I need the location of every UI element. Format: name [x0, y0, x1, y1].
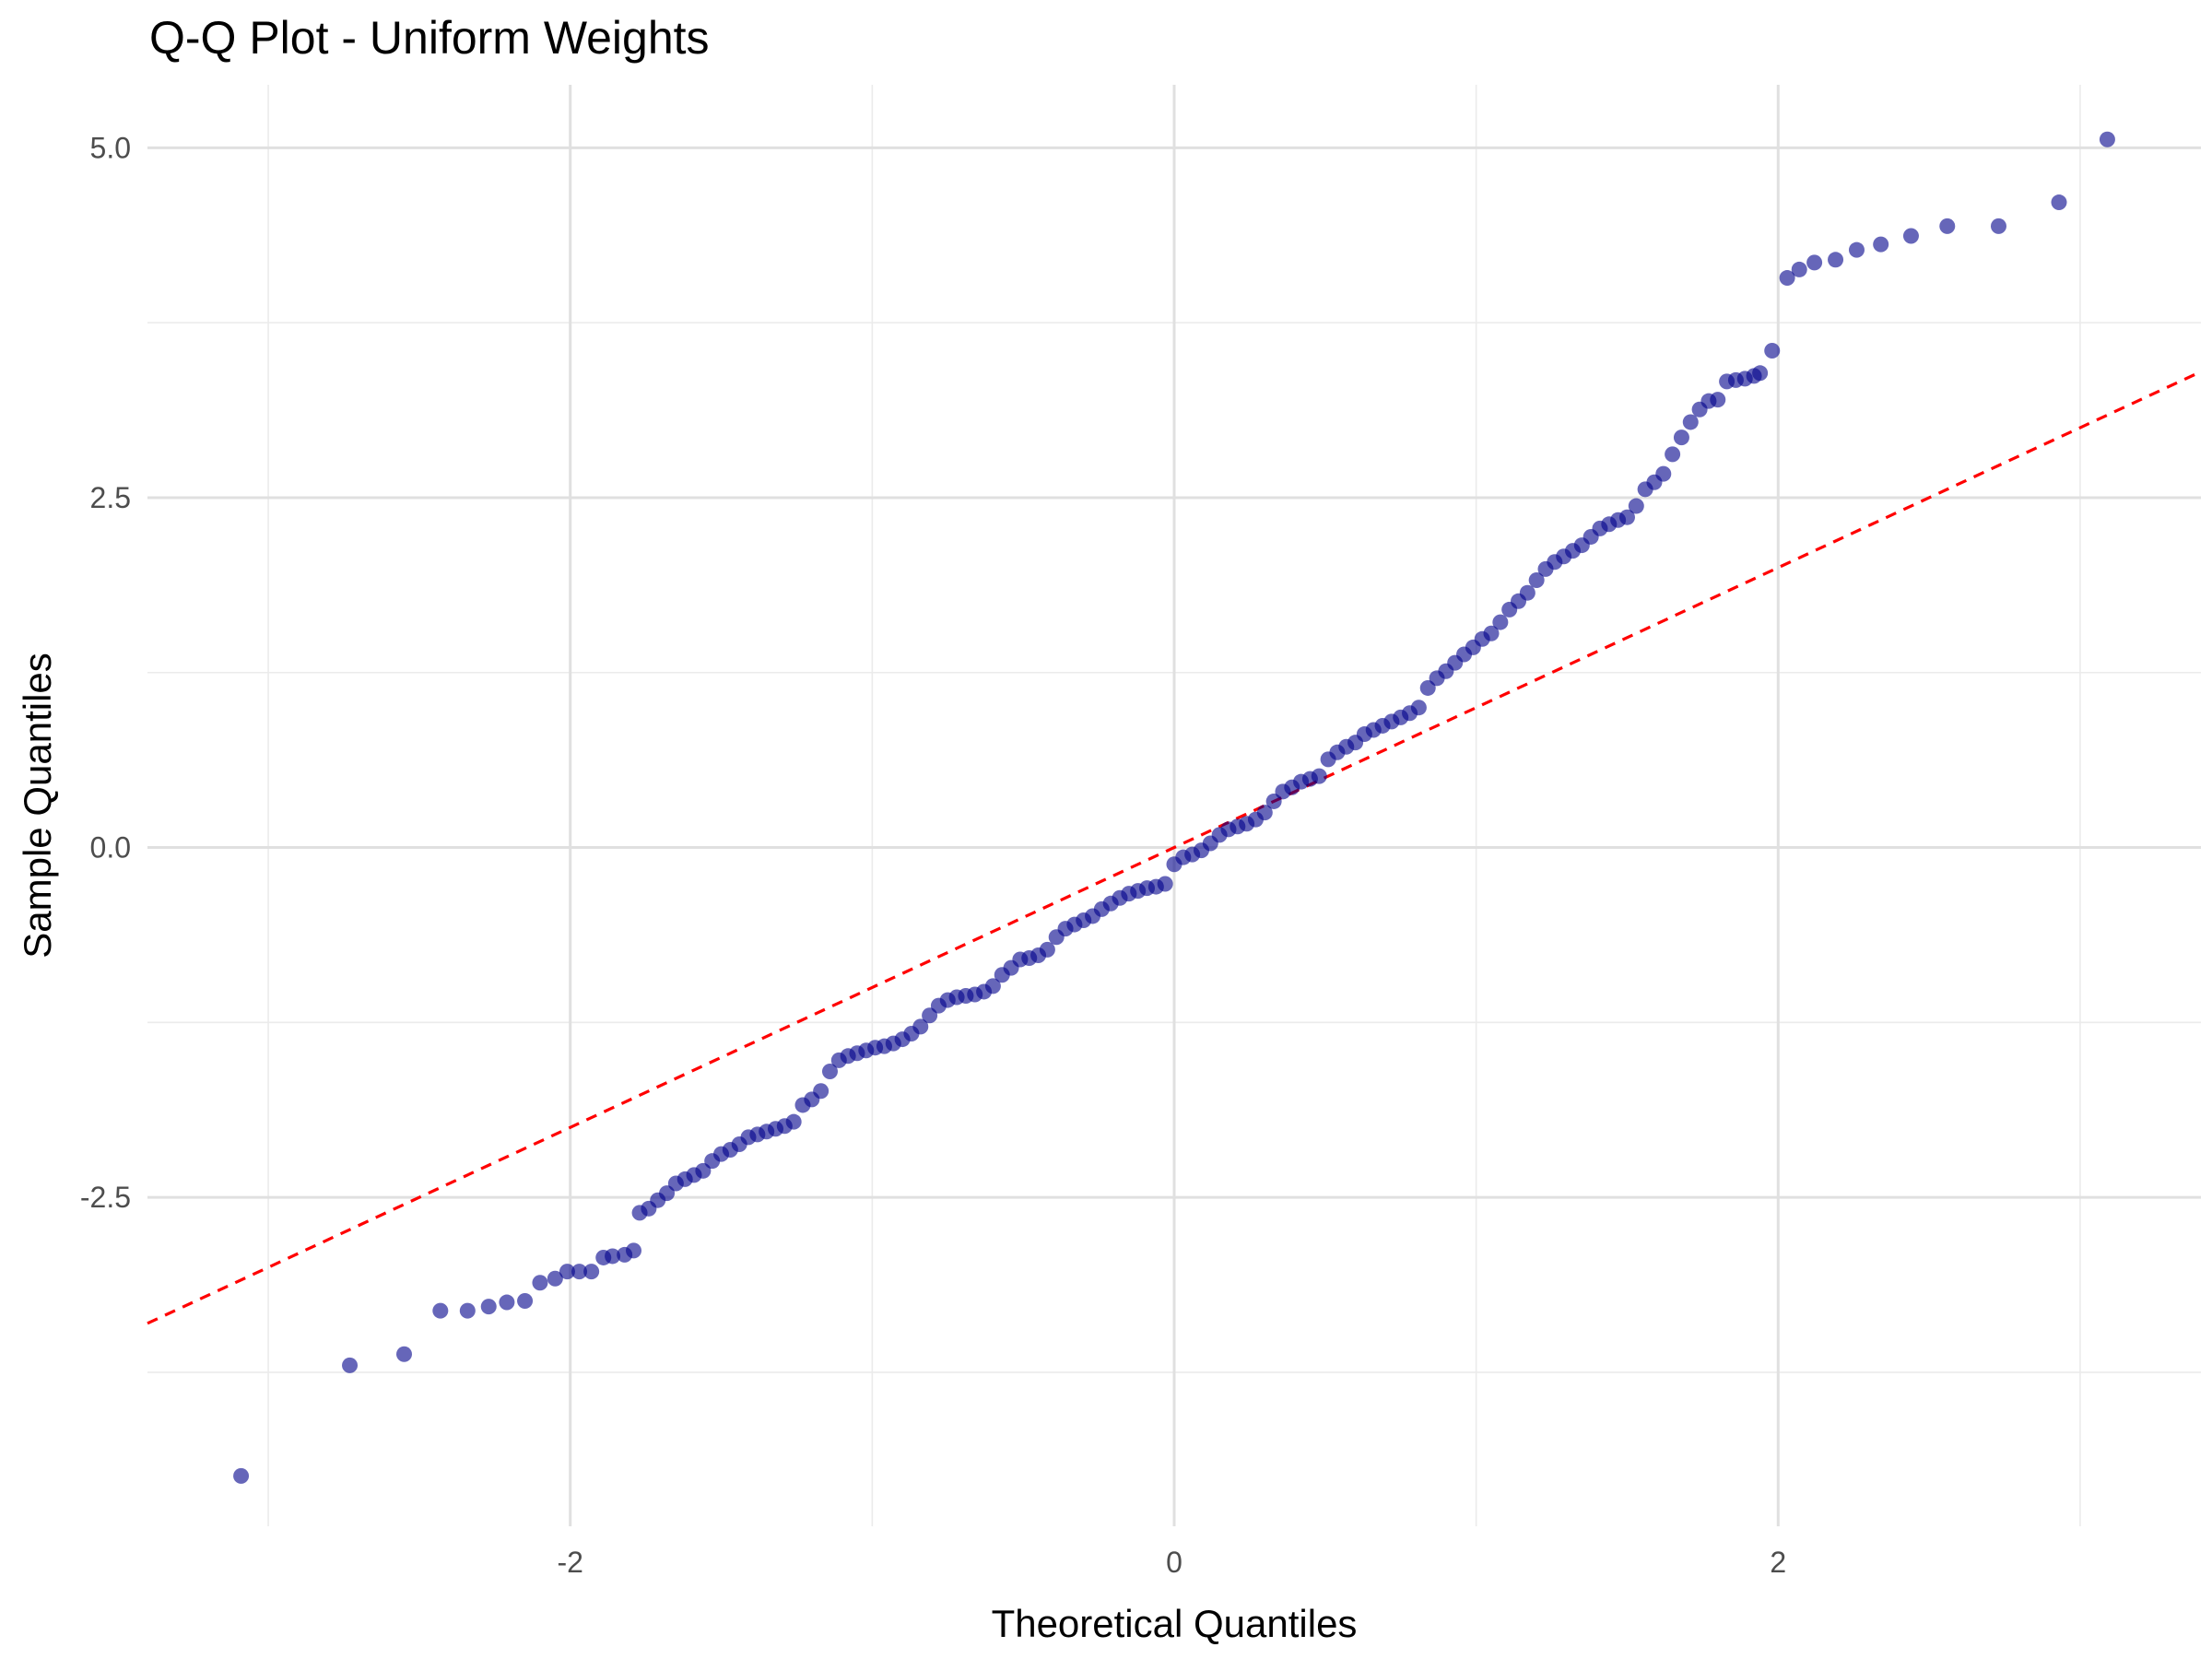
data-point [1939, 218, 1956, 234]
x-tick-label: 0 [1166, 1546, 1182, 1579]
data-point [2099, 131, 2115, 147]
data-point [1673, 429, 1689, 446]
data-point [1311, 768, 1327, 784]
data-point [342, 1357, 359, 1373]
y-tick-label: 0.0 [90, 831, 131, 865]
data-point [912, 1018, 929, 1035]
data-point [1157, 876, 1173, 892]
data-point [1410, 700, 1427, 716]
data-point [432, 1302, 449, 1319]
data-point [1873, 236, 1889, 253]
data-point [1779, 270, 1795, 287]
data-point [1492, 614, 1509, 630]
chart-title: Q-Q Plot - Uniform Weights [149, 12, 710, 64]
data-point [1828, 252, 1844, 268]
data-point [517, 1293, 534, 1310]
data-point [547, 1270, 563, 1287]
data-point [1682, 414, 1699, 430]
data-point [1806, 254, 1823, 271]
points-layer [233, 131, 2115, 1484]
reference-line-layer [147, 370, 2202, 1325]
y-tick-label: -2.5 [80, 1181, 131, 1214]
data-point [1039, 941, 1055, 958]
data-point [233, 1467, 250, 1484]
data-point [605, 1248, 621, 1265]
data-point [785, 1113, 802, 1130]
grid-major [147, 85, 2201, 1526]
data-point [1710, 392, 1726, 408]
x-axis-title: Theoretical Quantiles [992, 1602, 1358, 1645]
data-point [1752, 365, 1769, 382]
data-point [1665, 446, 1681, 463]
y-tick-label: 2.5 [90, 481, 131, 514]
data-point [1655, 465, 1672, 482]
data-point [984, 978, 1001, 994]
data-point [459, 1302, 476, 1319]
y-tick-labels: -2.5 0.0 2.5 5.0 [80, 131, 131, 1214]
data-point [499, 1294, 515, 1311]
data-point [1764, 343, 1781, 359]
data-point [396, 1346, 412, 1362]
data-point [583, 1264, 600, 1280]
data-point [480, 1299, 497, 1315]
x-tick-labels: -2 0 2 [557, 1546, 1786, 1579]
data-point [571, 1264, 588, 1280]
data-point [626, 1242, 642, 1259]
data-point [1990, 218, 2006, 234]
data-point [532, 1275, 548, 1291]
data-point [559, 1264, 575, 1280]
y-tick-label: 5.0 [90, 131, 131, 164]
data-point [1791, 261, 1807, 277]
data-point [1902, 228, 1919, 244]
data-point [1519, 584, 1535, 601]
data-point [1848, 241, 1865, 258]
data-point [1618, 509, 1635, 525]
data-point [1256, 805, 1273, 821]
x-tick-label: 2 [1770, 1546, 1786, 1579]
x-tick-label: -2 [557, 1546, 582, 1579]
data-point [2051, 194, 2067, 211]
data-point [1528, 572, 1545, 589]
data-point [813, 1083, 830, 1100]
y-axis-title: Sample Quantiles [16, 653, 59, 959]
data-point [1628, 498, 1644, 514]
reference-line [147, 370, 2202, 1325]
data-point [1483, 625, 1500, 641]
data-point [821, 1064, 838, 1080]
